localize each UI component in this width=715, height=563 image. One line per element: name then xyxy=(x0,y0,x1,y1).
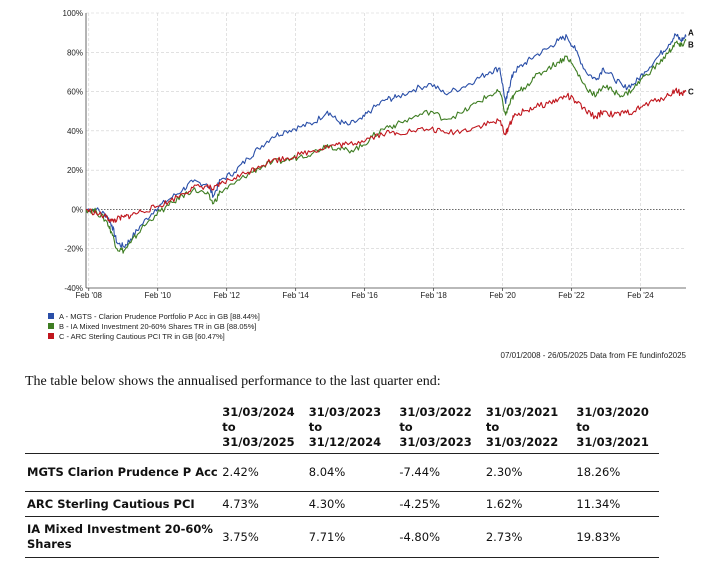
series-end-label-b: B xyxy=(688,41,694,50)
x-tick-label: Feb '08 xyxy=(76,291,103,300)
x-tick-label: Feb '18 xyxy=(420,291,447,300)
y-tick-label: 100% xyxy=(63,9,83,18)
fund-name: MGTS Clarion Prudence P Acc xyxy=(25,453,221,492)
legend-label-b: B - IA Mixed Investment 20-60% Shares TR… xyxy=(59,321,257,331)
table-cell: 7.71% xyxy=(306,516,398,558)
chart-series xyxy=(85,33,687,254)
table-cell: 11.34% xyxy=(574,491,659,517)
table-cell: 1.62% xyxy=(483,491,575,517)
header-period-3: 31/03/2022 to 31/03/2023 xyxy=(397,405,484,454)
table-cell: 2.42% xyxy=(220,453,307,492)
performance-table: 31/03/2024 to 31/03/2025 31/03/2023 to 3… xyxy=(25,405,659,558)
series-end-label-a: A xyxy=(688,29,694,38)
chart-labels: 100% 80% 60% 40% 20% 0% -20% -40%Feb '08 Feb '10… xyxy=(63,9,694,300)
legend-swatch-b xyxy=(48,323,54,329)
chart-legend: A - MGTS - Clarion Prudence Portfolio P … xyxy=(48,311,260,341)
table-cell: -7.44% xyxy=(397,453,484,492)
x-tick-label: Feb '10 xyxy=(145,291,172,300)
y-tick-label: -40% xyxy=(64,284,83,293)
table-cell: 4.30% xyxy=(306,491,398,517)
x-tick-label: Feb '22 xyxy=(558,291,585,300)
fund-name: ARC Sterling Cautious PCI xyxy=(25,491,221,517)
header-period-5: 31/03/2020 to 31/03/2021 xyxy=(574,405,659,454)
x-tick-label: Feb '16 xyxy=(351,291,378,300)
legend-item-a: A - MGTS - Clarion Prudence Portfolio P … xyxy=(48,311,260,321)
header-fund xyxy=(25,405,221,454)
series-line-a xyxy=(85,33,687,248)
x-tick-label: Feb '24 xyxy=(627,291,654,300)
table-cell: 2.30% xyxy=(483,453,575,492)
x-tick-label: Feb '14 xyxy=(282,291,309,300)
table-cell: 18.26% xyxy=(574,453,659,492)
legend-item-b: B - IA Mixed Investment 20-60% Shares TR… xyxy=(48,321,260,331)
y-tick-label: 20% xyxy=(67,166,83,175)
header-period-4: 31/03/2021 to 31/03/2022 xyxy=(483,405,575,454)
y-tick-label: -20% xyxy=(64,245,83,254)
y-tick-label: 0% xyxy=(71,205,83,214)
series-line-b xyxy=(85,38,687,254)
x-tick-label: Feb '20 xyxy=(489,291,516,300)
y-tick-label: 60% xyxy=(67,88,83,97)
table-cell: 2.73% xyxy=(483,516,575,558)
x-tick-label: Feb '12 xyxy=(213,291,240,300)
table-row: IA Mixed Investment 20-60% Shares 3.75% … xyxy=(25,516,659,558)
header-period-2: 31/03/2023 to 31/12/2024 xyxy=(306,405,398,454)
table-cell: 19.83% xyxy=(574,516,659,558)
series-line-c xyxy=(85,87,687,223)
table-header-row: 31/03/2024 to 31/03/2025 31/03/2023 to 3… xyxy=(25,405,659,454)
legend-item-c: C - ARC Sterling Cautious PCI TR in GB [… xyxy=(48,331,260,341)
table-row: MGTS Clarion Prudence P Acc 2.42% 8.04% … xyxy=(25,453,659,492)
table-cell: 4.73% xyxy=(220,491,307,517)
fund-name: IA Mixed Investment 20-60% Shares xyxy=(25,516,221,558)
table-cell: -4.25% xyxy=(397,491,484,517)
y-tick-label: 80% xyxy=(67,48,83,57)
table-row: ARC Sterling Cautious PCI 4.73% 4.30% -4… xyxy=(25,491,659,517)
legend-swatch-a xyxy=(48,313,54,319)
table-cell: -4.80% xyxy=(397,516,484,558)
y-tick-label: 40% xyxy=(67,127,83,136)
chart-gridlines xyxy=(86,12,686,288)
series-end-label-c: C xyxy=(688,88,694,97)
performance-chart: 100% 80% 60% 40% 20% 0% -20% -40%Feb '08 Feb '10… xyxy=(63,9,694,300)
table-cell: 8.04% xyxy=(306,453,398,492)
chart-axes xyxy=(85,13,686,291)
table-cell: 3.75% xyxy=(220,516,307,558)
table-intro-text: The table below shows the annualised per… xyxy=(25,374,441,389)
legend-label-a: A - MGTS - Clarion Prudence Portfolio P … xyxy=(59,311,260,321)
legend-label-c: C - ARC Sterling Cautious PCI TR in GB [… xyxy=(59,331,225,341)
header-period-1: 31/03/2024 to 31/03/2025 xyxy=(220,405,307,454)
legend-swatch-c xyxy=(48,333,54,339)
source-note: 07/01/2008 - 26/05/2025 Data from FE fun… xyxy=(500,351,686,360)
